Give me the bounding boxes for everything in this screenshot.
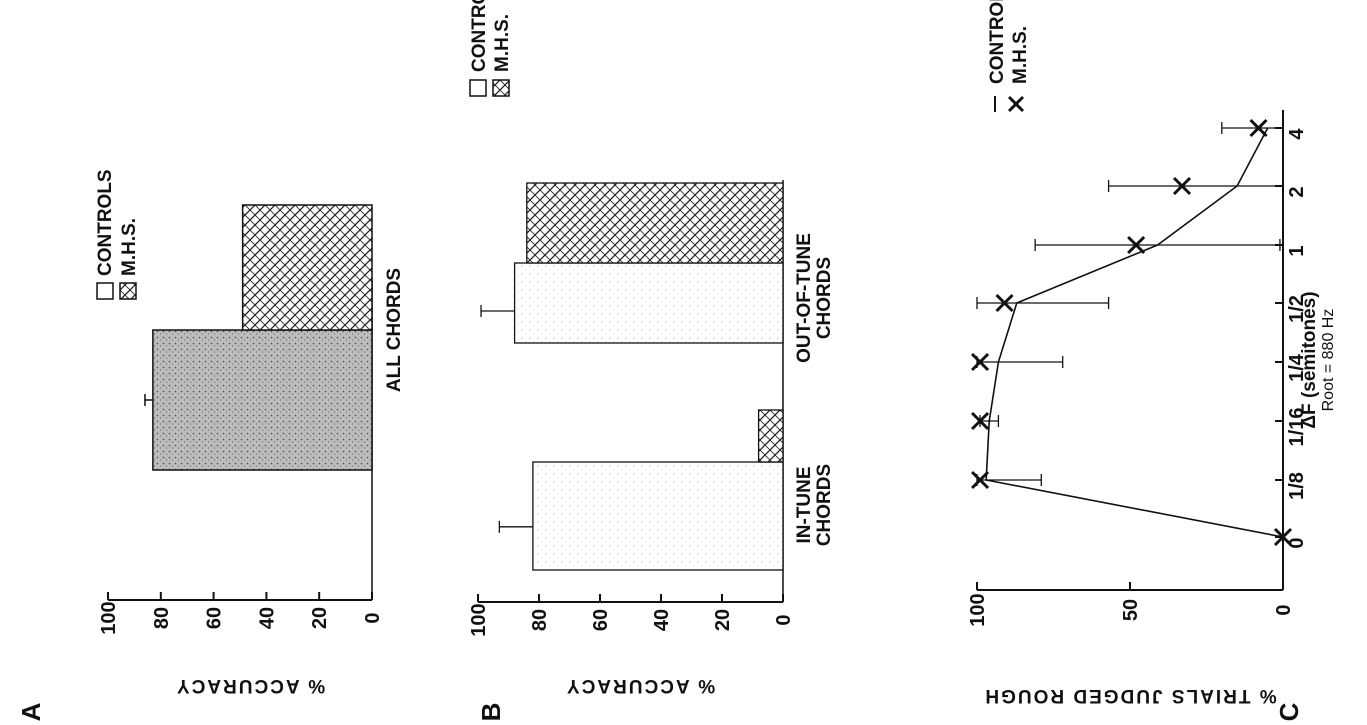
panel-c-tick-label: 100 xyxy=(967,593,989,626)
panel-c-category-label: 1 xyxy=(1286,245,1308,256)
panel-c-tick-label: 50 xyxy=(1120,599,1142,621)
panel-c-point-mhs-stroke xyxy=(1249,118,1268,138)
panel-c-point-mhs xyxy=(1273,527,1293,547)
panel-b-legend-label-controls: CONTROLS xyxy=(469,0,490,72)
panel-b-tick-label: 80 xyxy=(529,609,551,631)
panel-c-point-mhs-stroke xyxy=(970,411,990,431)
panel-a-bar-mhs xyxy=(241,204,373,331)
panel-c-legend-label-mhs: M.H.S. xyxy=(1010,26,1031,84)
panel-c-point-mhs xyxy=(1127,235,1146,255)
panel-a-legend-label-controls: CONTROLS xyxy=(95,169,116,276)
panel-c-category-label: 1/16 xyxy=(1286,408,1308,447)
panel-b-tick-label: 40 xyxy=(651,609,673,631)
panel-c-x-sublabel: Root = 880 Hz xyxy=(1320,309,1337,412)
panel-b: B 0 20 40 60 80 100 % ACCURACY IN-TUNECHORDS OUT-… xyxy=(468,0,835,721)
panel-a-bar-controls xyxy=(152,329,373,471)
panel-c-point-mhs xyxy=(1172,176,1192,196)
panel-b-category-label: OUT-OF-TUNECHORDS xyxy=(794,233,835,363)
panel-c-category-label: 4 xyxy=(1286,128,1308,140)
panel-b-legend-label-mhs: M.H.S. xyxy=(492,14,513,72)
panel-c-point-mhs xyxy=(970,470,990,490)
panel-b-bar-mhs xyxy=(526,182,784,264)
panel-c-category-label: 1/4 xyxy=(1286,353,1308,382)
panel-a-tick-label: 80 xyxy=(151,607,173,629)
panel-b-tick-label: 0 xyxy=(773,614,795,625)
panel-a-tick-label: 60 xyxy=(204,607,226,629)
panel-a-tick-label: 100 xyxy=(98,601,120,634)
panel-c-point-mhs xyxy=(970,411,990,431)
panel-b-legend-swatch-controls xyxy=(469,79,487,97)
panel-b-bar-controls xyxy=(532,461,784,571)
panel-c-point-mhs-stroke xyxy=(970,470,990,490)
panel-c-axis-label: % TRIALS JUDGED ROUGH xyxy=(983,685,1276,706)
panel-b-axis-label: % ACCURACY xyxy=(565,675,715,696)
panel-c-point-mhs-stroke xyxy=(970,352,990,372)
panel-a-label: A xyxy=(16,702,46,721)
panel-c-category-label: 0 xyxy=(1286,537,1308,548)
panel-a-tick-label: 20 xyxy=(309,607,331,629)
panel-c-point-mhs-stroke xyxy=(995,293,1014,313)
panel-c-point-mhs xyxy=(970,352,990,372)
panel-b-bar-controls xyxy=(513,262,784,344)
panel-c-category-label: 2 xyxy=(1286,186,1308,197)
panel-a-legend-swatch-controls xyxy=(96,282,114,300)
panel-c-point-mhs-stroke xyxy=(1273,527,1293,547)
panel-c-series-line-controls xyxy=(985,127,1284,538)
panel-c: C 0 50 100 % TRIALS JUDGED ROUGH 0 1/8 1/16 1/4 1… xyxy=(967,0,1337,721)
panel-b-tick-label: 60 xyxy=(590,609,612,631)
panel-a-legend-swatch-mhs xyxy=(119,282,137,300)
panel-b-bar-mhs xyxy=(757,409,784,463)
panel-c-x-label: ΔF (semitones) xyxy=(1299,291,1320,428)
panel-a-axis-label: % ACCURACY xyxy=(175,675,325,696)
panel-b-tick-label: 100 xyxy=(468,603,490,636)
panel-a-legend-label-mhs: M.H.S. xyxy=(119,218,140,276)
panel-a: A 0 20 40 60 80 100 % ACCURACY ALL CHORDS CONTROL… xyxy=(16,169,405,721)
panel-a-tick-label: 40 xyxy=(256,607,278,629)
panel-c-point-mhs-stroke xyxy=(1127,235,1146,255)
panel-b-legend-swatch-mhs xyxy=(492,79,510,97)
panel-a-tick-label: 0 xyxy=(362,612,384,623)
panel-c-label: C xyxy=(1274,702,1304,721)
panel-c-point-mhs-stroke xyxy=(1172,176,1192,196)
panel-b-label: B xyxy=(476,703,506,722)
panel-a-category-label: ALL CHORDS xyxy=(384,268,405,392)
panel-c-legend-label-controls: CONTROLS xyxy=(987,0,1008,84)
panel-b-tick-label: 20 xyxy=(712,609,734,631)
panel-c-point-mhs xyxy=(995,293,1014,313)
panel-c-legend-swatch-mhs xyxy=(1007,95,1025,113)
panel-c-tick-label: 0 xyxy=(1273,604,1295,615)
panel-b-category-label: IN-TUNECHORDS xyxy=(794,464,835,546)
panel-c-point-mhs xyxy=(1249,118,1268,138)
panel-c-category-label: 1/2 xyxy=(1286,295,1308,323)
panel-c-category-label: 1/8 xyxy=(1286,472,1308,500)
